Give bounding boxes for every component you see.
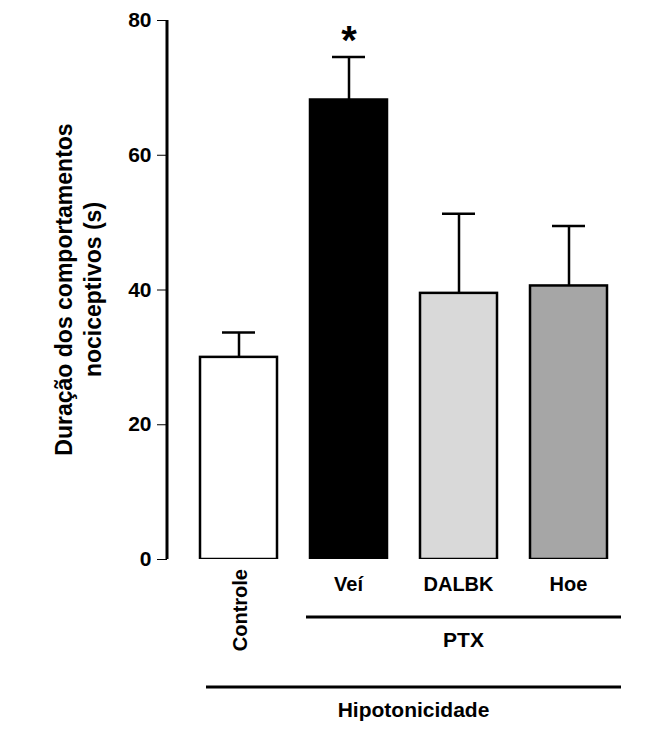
svg-text:80: 80: [128, 8, 151, 31]
svg-text:Duração dos comportamentosnoci: Duração dos comportamentosnociceptivos (…: [51, 123, 106, 455]
svg-text:60: 60: [128, 143, 151, 166]
svg-text:Hoe: Hoe: [550, 573, 588, 595]
svg-text:0: 0: [140, 547, 152, 570]
svg-text:40: 40: [128, 278, 151, 301]
svg-text:*: *: [341, 18, 357, 62]
svg-text:Hipotonicidade: Hipotonicidade: [338, 698, 490, 721]
svg-text:20: 20: [128, 412, 151, 435]
svg-text:PTX: PTX: [443, 628, 484, 651]
svg-text:Controle: Controle: [229, 569, 251, 651]
svg-text:DALBK: DALBK: [424, 573, 495, 595]
svg-text:Veí: Veí: [334, 573, 364, 595]
